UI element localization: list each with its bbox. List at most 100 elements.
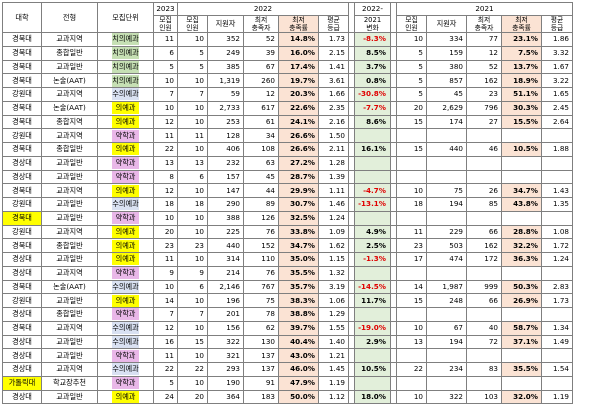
row-2022-fill-rate: 38.8% [278, 307, 319, 322]
row-2022-fill-rate: 35.5% [278, 265, 319, 281]
row-2022-quota: 22 [177, 362, 208, 377]
row-2021-applicants: 194 [426, 197, 467, 212]
row-2022-fill-count: 45 [243, 169, 279, 185]
unit-highlight: 의예과 [112, 225, 139, 238]
row-2022-applicants: 201 [207, 307, 244, 322]
row-univ: 경북대 [2, 45, 42, 61]
row-2022-fill-count: 39 [243, 45, 279, 61]
row-2022-applicants: 440 [207, 238, 244, 253]
row-change: 2.9% [354, 334, 391, 350]
row-2021-fill-rate: 58.7% [501, 320, 542, 336]
row-unit: 수의예과 [97, 279, 154, 295]
row-2023-quota: 14 [153, 293, 178, 308]
row-2021-fill-rate: 32.2% [501, 238, 542, 253]
row-2021-applicants: 75 [426, 183, 467, 198]
row-type: 종합일반 [41, 307, 98, 322]
row-2021-applicants: 174 [426, 114, 467, 130]
row-unit: 의예과 [97, 389, 154, 405]
row-2022-fill-count: 126 [243, 210, 279, 226]
row-2021-applicants: 1,987 [426, 279, 467, 295]
unit-highlight: 약학과 [112, 308, 139, 321]
table-row: 경북대 종합일반 치의예과 6 5 249 39 16.0% 2.15 8.5% 5 159 12 7.5… [2, 45, 573, 61]
row-2023-quota: 8 [153, 169, 178, 185]
row-univ: 경상대 [2, 265, 42, 281]
row-2021-applicants: 440 [426, 142, 467, 157]
row-univ: 경상대 [2, 307, 42, 322]
row-2021-avg-grade: 2.83 [541, 279, 573, 295]
row-2021-quota: 17 [396, 252, 427, 267]
row-2021-avg-grade: 1.65 [541, 87, 573, 102]
row-change: 8.5% [354, 45, 391, 61]
header-2023: 2023 [153, 2, 178, 16]
row-2021-fill-count: 796 [466, 100, 502, 116]
row-2022-fill-rate: 28.7% [278, 169, 319, 185]
row-2021-fill-count: 162 [466, 238, 502, 253]
row-2022-quota: 13 [177, 155, 208, 171]
row-2021-fill-count [466, 375, 502, 391]
row-2022-quota: 10 [177, 73, 208, 88]
row-2023-quota: 12 [153, 114, 178, 130]
table-row: 경상대 교과지역 수의예과 22 22 293 137 46.0% 1.45 10.5% 22 234… [2, 362, 573, 377]
row-2021-avg-grade [541, 155, 573, 171]
row-2023-quota: 24 [153, 389, 178, 405]
row-2021-quota: 20 [396, 100, 427, 116]
row-2021-fill-rate: 15.5% [501, 114, 542, 130]
row-2022-fill-count: 110 [243, 252, 279, 267]
table-row: 강원대 교과지역 의예과 20 10 225 76 33.8% 1.09 4.9% 11 229 66 2… [2, 224, 573, 240]
row-2021-applicants [426, 210, 467, 226]
row-2021-quota: 15 [396, 114, 427, 130]
row-2021-quota: 5 [396, 45, 427, 61]
row-2022-fill-count: 152 [243, 238, 279, 253]
row-2021-fill-rate [501, 128, 542, 143]
row-2021-quota: 15 [396, 142, 427, 157]
row-type: 교과일반 [41, 210, 98, 226]
row-2021-quota: 10 [396, 389, 427, 405]
row-2022-fill-rate: 40.4% [278, 334, 319, 350]
row-2022-quota: 7 [177, 87, 208, 102]
row-type: 교과일반 [41, 348, 98, 363]
header-grade-line2: 등급 [550, 24, 564, 32]
row-2021-fill-count: 52 [466, 59, 502, 75]
row-2023-quota: 9 [153, 265, 178, 281]
table-row: 경북대 논술(AAT) 의예과 10 10 2,733 617 22.6% 2.35 -7.7% 2… [2, 100, 573, 116]
row-2023-quota: 11 [153, 348, 178, 363]
row-2022-avg-grade: 1.15 [318, 252, 349, 267]
row-type: 교과지역 [41, 128, 98, 143]
row-2022-quota: 10 [177, 375, 208, 391]
row-2022-applicants: 352 [207, 32, 244, 47]
row-2022-fill-count: 91 [243, 375, 279, 391]
unit-highlight: 수의예과 [112, 363, 139, 376]
header-fill-line1: 최저 [254, 16, 268, 25]
row-type: 논술(AAT) [41, 279, 98, 295]
row-2021-avg-grade: 1.08 [541, 224, 573, 240]
unit-highlight: 의예과 [112, 239, 139, 252]
row-type: 교과지역 [41, 32, 98, 47]
header-change-years: 2022- [354, 2, 391, 16]
header-rate-line2: 충족률 [512, 24, 531, 32]
row-2021-fill-rate: 50.3% [501, 279, 542, 295]
row-change: 18.0% [354, 389, 391, 405]
unit-highlight: 수의예과 [112, 198, 139, 211]
table-row: 경북대 종합일반 의예과 22 10 406 108 26.6% 2.11 16.1% 15 440 4… [2, 142, 573, 157]
unit-highlight: 의예과 [112, 102, 139, 115]
row-2021-quota: 14 [396, 279, 427, 295]
row-2021-applicants: 322 [426, 389, 467, 405]
row-2021-quota [396, 348, 427, 363]
row-unit: 치의예과 [97, 73, 154, 88]
row-2022-avg-grade: 2.35 [318, 100, 349, 116]
row-2022-applicants: 147 [207, 183, 244, 198]
row-2021-avg-grade: 3.32 [541, 45, 573, 61]
row-2021-fill-count: 27 [466, 114, 502, 130]
row-2021-applicants: 857 [426, 73, 467, 88]
table-row: 경북대 논술(AAT) 치의예과 10 10 1,319 260 19.7% 3.61 0.8% 5… [2, 73, 573, 88]
row-2021-fill-rate: 13.7% [501, 59, 542, 75]
row-2021-applicants: 194 [426, 334, 467, 350]
row-2021-fill-count: 66 [466, 224, 502, 240]
header-quota-line1: 모집 [186, 16, 199, 25]
row-2022-avg-grade: 1.21 [318, 348, 349, 363]
row-2023-quota: 23 [153, 238, 178, 253]
row-2022-applicants: 388 [207, 210, 244, 226]
row-univ: 경상대 [2, 169, 42, 185]
row-2022-avg-grade: 1.55 [318, 320, 349, 336]
row-univ: 강원대 [2, 128, 42, 143]
